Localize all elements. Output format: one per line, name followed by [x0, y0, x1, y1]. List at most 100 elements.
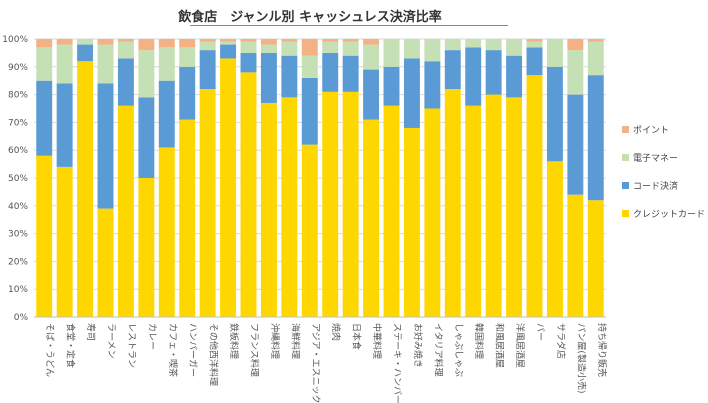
chart-title: 飲食店 ジャンル別 キャッシュレス決済比率 [178, 10, 442, 25]
x-tick-label: ハンバーガー [187, 323, 198, 377]
x-tick-label: カレー [146, 323, 157, 350]
y-tick-label: 40% [8, 202, 28, 212]
x-tick-label: しゃぶしゃぶ [453, 323, 464, 377]
bar-segment-2 [342, 55, 359, 92]
bar-segment-3 [403, 39, 420, 59]
x-tick-label: サラダ店 [555, 323, 567, 359]
legend-label: クレジットカード [633, 209, 705, 220]
bar-segment-2 [506, 55, 523, 98]
bar-segment-1 [363, 119, 380, 318]
bar-segment-1 [158, 147, 175, 317]
y-tick-label: 70% [8, 118, 28, 128]
bar-segment-2 [546, 66, 563, 162]
x-tick-label: ステーキ・ハンバーグ [392, 323, 404, 403]
bar-segment-2 [240, 52, 257, 73]
x-tick-label: そば・うどん [44, 323, 55, 377]
bar-segment-2 [526, 47, 543, 76]
bar-segment-3 [424, 39, 441, 62]
y-tick-label: 100% [2, 35, 28, 45]
bar-segment-4 [322, 39, 339, 42]
bar-segment-2 [199, 50, 216, 90]
x-tick-label: パン屋(製造小売) [575, 323, 587, 393]
bar-segment-1 [97, 208, 114, 317]
bar-segment-1 [567, 194, 584, 317]
bar-segment-3 [77, 39, 94, 45]
bar-segment-1 [179, 119, 196, 318]
y-tick-label: 80% [8, 91, 28, 101]
x-tick-label: 洋風居酒屋 [514, 323, 526, 368]
bar-segment-2 [36, 80, 53, 156]
bar-segment-2 [383, 66, 400, 106]
bar-segment-4 [526, 39, 543, 42]
bar-segment-3 [158, 47, 175, 81]
bar-segment-1 [281, 97, 298, 317]
bar-segment-3 [220, 41, 237, 45]
bar-segment-2 [260, 52, 277, 103]
bar-segment-3 [485, 39, 502, 51]
x-tick-label: 寿司 [85, 323, 97, 341]
bar-segment-4 [138, 39, 155, 51]
bar-segment-4 [240, 39, 257, 42]
bar-segment-1 [485, 94, 502, 317]
x-tick-label: レストラン [126, 323, 137, 368]
bar-segment-4 [199, 39, 216, 42]
bar-segment-3 [240, 41, 257, 53]
bar-segment-4 [179, 39, 196, 48]
bar-segment-4 [342, 39, 359, 42]
bar-segment-1 [56, 166, 73, 317]
bar-segment-3 [383, 39, 400, 67]
bar-segment-1 [383, 105, 400, 317]
bar-segment-1 [465, 105, 482, 317]
bar-segment-1 [260, 102, 277, 317]
bar-segment-2 [138, 97, 155, 178]
bar-segment-3 [281, 41, 298, 56]
bar-segment-4 [363, 39, 380, 45]
bar-segment-4 [158, 39, 175, 48]
bar-segment-4 [117, 39, 134, 42]
bar-segment-3 [363, 44, 380, 70]
legend-swatch [622, 210, 629, 217]
x-tick-label: 焼肉 [330, 323, 342, 341]
bar-segment-1 [342, 91, 359, 317]
bar-segment-2 [220, 44, 237, 59]
bar-segment-2 [56, 83, 73, 167]
legend-label: コード決済 [633, 180, 678, 192]
bar-segment-3 [138, 50, 155, 98]
x-tick-label: 韓国料理 [473, 323, 485, 359]
x-tick-label: 和風居酒屋 [494, 323, 505, 368]
bar-segment-1 [444, 89, 461, 317]
x-tick-label: カフェ・喫茶 [167, 323, 179, 377]
bar-segment-1 [424, 108, 441, 317]
bar-segment-1 [322, 91, 339, 317]
bar-segment-1 [403, 127, 420, 318]
bar-segment-2 [179, 66, 196, 120]
x-tick-label: 中華料理 [371, 323, 383, 359]
legend-label: 電子マネー [633, 153, 678, 164]
x-tick-label: ラーメン [106, 323, 117, 359]
bar-segment-2 [567, 94, 584, 195]
bar-segment-3 [342, 41, 359, 56]
x-tick-label: イタリア料理 [432, 323, 444, 377]
bar-segment-4 [220, 39, 237, 42]
bar-segment-1 [199, 89, 216, 317]
bar-segment-2 [587, 75, 604, 201]
bar-segment-3 [199, 41, 216, 51]
bar-segment-3 [179, 47, 196, 67]
x-tick-label: 食堂・定食 [65, 323, 77, 368]
bar-segment-3 [506, 39, 523, 56]
y-tick-label: 90% [8, 63, 28, 73]
bar-segment-2 [301, 77, 318, 145]
bar-segment-3 [567, 50, 584, 95]
bar-segment-2 [158, 80, 175, 148]
bar-segment-2 [117, 58, 134, 106]
bar-segment-2 [281, 55, 298, 98]
bar-segment-2 [322, 52, 339, 92]
bar-segment-4 [301, 39, 318, 56]
y-tick-label: 0% [14, 313, 29, 323]
bar-segment-2 [363, 69, 380, 120]
bar-segment-1 [220, 58, 237, 318]
legend-swatch [622, 182, 629, 189]
bar-segment-3 [322, 41, 339, 53]
bar-segment-4 [36, 39, 53, 48]
